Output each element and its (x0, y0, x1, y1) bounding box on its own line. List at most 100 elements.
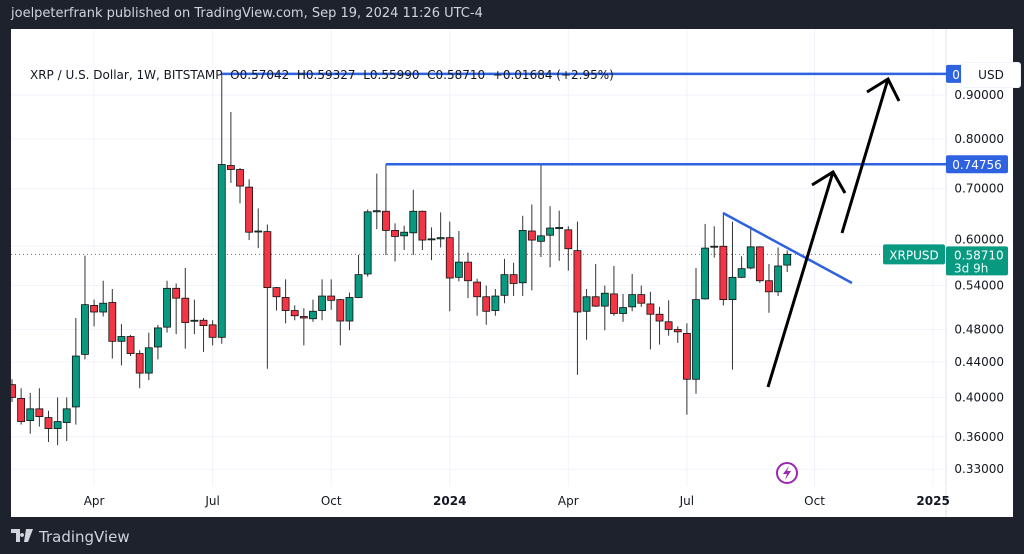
candle (400, 225, 409, 250)
lightning-icon[interactable] (776, 462, 798, 484)
candle-body-up (600, 292, 609, 307)
candle (363, 209, 372, 277)
candle-body-up (345, 297, 354, 322)
candle-body-up (254, 230, 263, 233)
candle (108, 289, 117, 359)
candle (236, 168, 244, 204)
candle-body-down (336, 299, 345, 322)
price-tick-label: 0.80000 (954, 132, 1004, 146)
arrow-head (866, 76, 901, 102)
candle-body-down (637, 294, 646, 304)
candle-body-up (53, 421, 62, 429)
candle (53, 397, 62, 446)
candle (664, 300, 673, 336)
candle (518, 215, 527, 297)
level-price-label: 0.74756 (952, 158, 1002, 172)
candle-body-down (464, 261, 472, 282)
time-tick-label: Jul (679, 494, 694, 508)
candle (454, 231, 463, 282)
candle (263, 224, 272, 369)
candle (199, 317, 208, 352)
candle (44, 410, 53, 442)
candle-body-up (217, 164, 226, 338)
candle-body-down (682, 332, 691, 380)
candle-body-up (555, 227, 564, 230)
arrow-drawing (766, 169, 847, 388)
candle-body-down (108, 302, 117, 342)
candle-body-up (81, 304, 89, 355)
last-price-label: 0.58710 (954, 248, 1004, 262)
candle (646, 291, 655, 350)
candle (318, 279, 326, 321)
candle (591, 264, 600, 307)
candle (482, 285, 491, 325)
candle-body-up (746, 246, 755, 269)
price-tick-label: 0.33000 (954, 462, 1004, 476)
candle (573, 221, 582, 375)
candle (35, 388, 44, 427)
candle (436, 212, 445, 248)
currency-button[interactable]: USD (961, 62, 1021, 88)
price-tick-label: 0.36000 (954, 430, 1004, 444)
candle (692, 267, 700, 394)
candle (117, 324, 126, 366)
candle (336, 298, 345, 346)
candle (99, 280, 108, 317)
candle-body-down (564, 229, 573, 250)
candlestick-chart[interactable]: 0.90000 0.80000 0.70000 0.60000 0.54000 0.480… (11, 29, 1013, 517)
candle (710, 226, 719, 258)
low-value: L0.55990 (363, 68, 420, 82)
candle-body-up (318, 295, 326, 311)
candle-body-down (272, 287, 281, 298)
candle-body-down (719, 245, 728, 301)
candle-body-down (172, 287, 181, 299)
candle (354, 255, 363, 299)
candle (445, 221, 454, 312)
candle-body-down (181, 297, 190, 323)
candle (299, 308, 308, 346)
candle-body-up (728, 276, 737, 301)
candle (382, 164, 390, 256)
candle-body-down (765, 280, 773, 293)
candle-body-up (500, 274, 509, 296)
candle (245, 179, 254, 241)
bar-countdown-label: 3d 9h (954, 261, 988, 275)
candle-body-up (354, 274, 363, 298)
candle (655, 306, 664, 345)
candle (144, 332, 153, 381)
candle-body-up (99, 302, 108, 313)
candle (427, 227, 436, 261)
tradingview-logo (11, 528, 33, 546)
candle (527, 204, 536, 291)
candle (309, 299, 317, 322)
candle (26, 392, 35, 434)
change-value: +0.01684 (+2.95%) (492, 68, 614, 82)
candle-body-down (44, 417, 53, 429)
candle (208, 320, 217, 346)
time-tick-label: Apr (84, 494, 105, 508)
symbol-legend: XRP / U.S. Dollar, 1W, BITSTAMP O0.57042… (30, 68, 614, 82)
arrow-shaft (766, 171, 835, 388)
candle (637, 285, 646, 307)
candle (135, 350, 144, 389)
candle-body-down (509, 274, 518, 284)
candle (619, 293, 627, 322)
candle (327, 279, 336, 310)
descending-trendline (722, 211, 853, 285)
candle (564, 226, 573, 271)
candle (719, 212, 728, 306)
candle-body-up (582, 296, 591, 312)
candle (500, 258, 509, 304)
candle (537, 164, 545, 257)
price-tick-label: 0.48000 (954, 322, 1004, 336)
candle-body-up (144, 347, 153, 374)
candle (464, 252, 472, 299)
chart-panel[interactable]: 0.90000 0.80000 0.70000 0.60000 0.54000 0.480… (11, 29, 1021, 517)
arrow-drawing (840, 76, 901, 234)
time-tick-label: 2024 (433, 494, 466, 508)
candle-body-up (436, 237, 445, 240)
candle (737, 256, 746, 279)
time-tick-label: Jul (204, 494, 219, 508)
candle (682, 323, 691, 415)
candle-body-up (400, 231, 409, 237)
